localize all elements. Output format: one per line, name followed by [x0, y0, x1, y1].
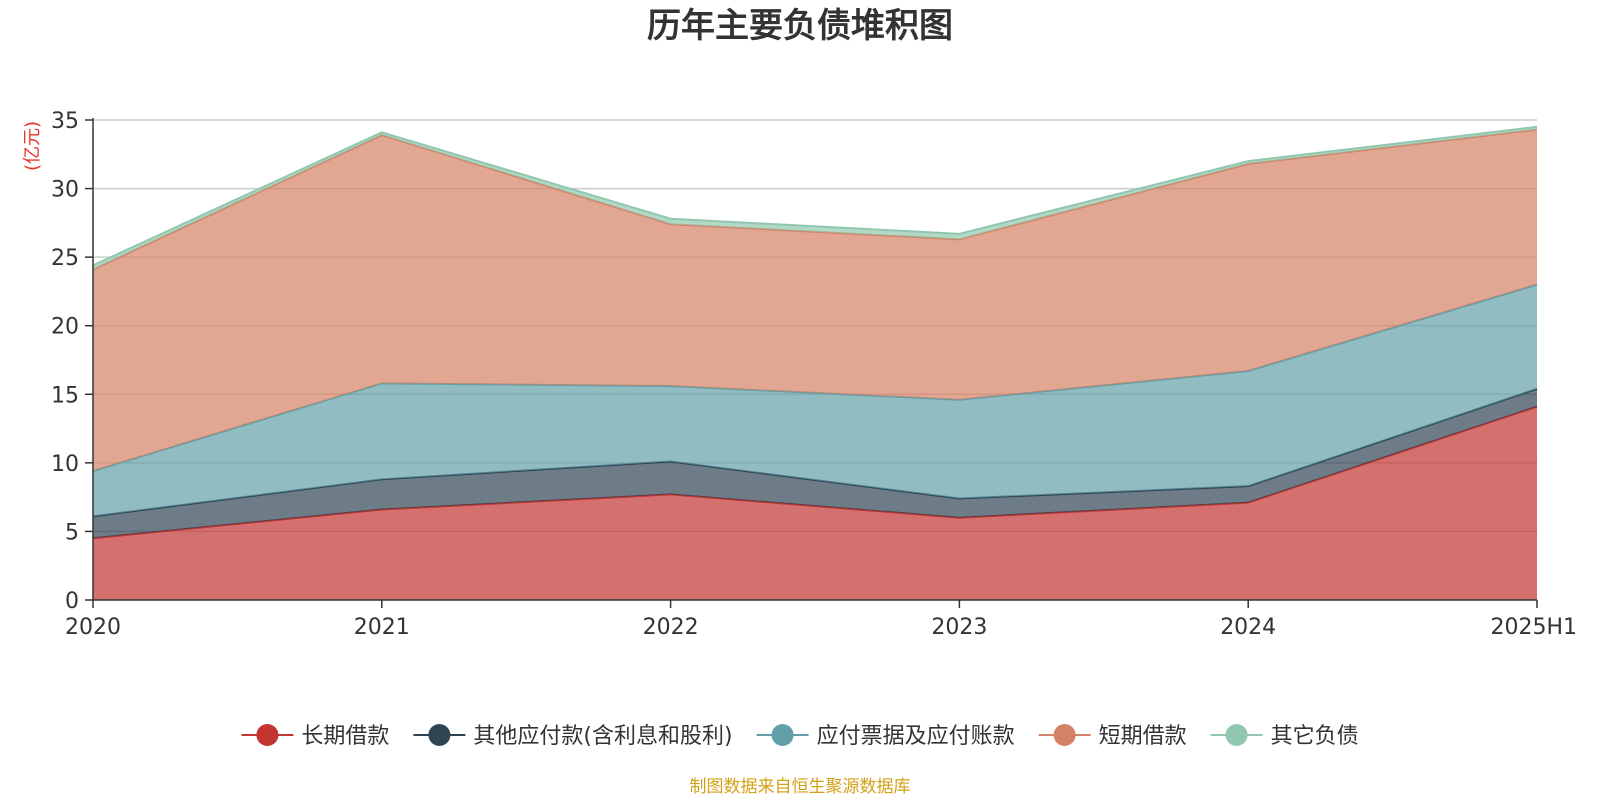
x-tick-label: 2022 — [643, 615, 699, 640]
area-series-2 — [93, 388, 1537, 539]
area-series-3 — [93, 284, 1537, 517]
chart-title: 历年主要负债堆积图 — [647, 6, 953, 46]
area-series-4 — [93, 129, 1537, 472]
legend-label: 长期借款 — [301, 724, 389, 749]
y-tick-label: 0 — [65, 589, 79, 614]
y-tick-label: 5 — [65, 520, 79, 545]
axes: 0 5 10 15 20 25 30 35 2020 2021 2022 2023 2024 2025H1 — [51, 109, 1577, 640]
x-tick-label: 2024 — [1220, 615, 1276, 640]
legend-item-2[interactable]: 其他应付款(含利息和股利) — [413, 724, 733, 749]
y-tick-label: 15 — [51, 383, 79, 408]
y-tick-label: 35 — [51, 109, 79, 134]
area-series-1 — [93, 406, 1537, 600]
legend-item-5[interactable]: 其它负债 — [1210, 724, 1359, 749]
y-tick-label: 25 — [51, 246, 79, 271]
area-series-group — [92, 125, 1538, 600]
legend-dot-marker — [1225, 724, 1248, 746]
legend-label: 其他应付款(含利息和股利) — [473, 724, 732, 749]
legend-label: 其它负债 — [1271, 724, 1359, 749]
x-tick-label: 2025H1 — [1490, 615, 1577, 640]
y-tick-label: 20 — [51, 315, 79, 340]
legend-dot-marker — [771, 724, 794, 746]
x-tick-label: 2020 — [65, 615, 121, 640]
legend[interactable]: 长期借款 其他应付款(含利息和股利) 应付票据及应付账款 短期借款 其它负债 — [241, 724, 1359, 749]
legend-label: 应付票据及应付账款 — [817, 724, 1015, 749]
source-note: 制图数据来自恒生聚源数据库 — [690, 777, 911, 797]
y-tick-label: 30 — [51, 178, 79, 203]
legend-dot-marker — [256, 724, 279, 746]
series-line-5 — [92, 125, 1538, 267]
legend-dot-marker — [428, 724, 451, 746]
y-tick-label: 10 — [51, 452, 79, 477]
series-line-4 — [92, 128, 1538, 271]
legend-item-3[interactable]: 应付票据及应付账款 — [756, 724, 1015, 749]
y-axis-unit-label: (亿元) — [22, 121, 43, 171]
legend-dot-marker — [1053, 724, 1076, 746]
legend-label: 短期借款 — [1099, 724, 1187, 749]
x-tick-label: 2021 — [354, 615, 410, 640]
legend-item-1[interactable]: 长期借款 — [241, 724, 389, 749]
x-tick-label: 2023 — [931, 615, 987, 640]
legend-item-4[interactable]: 短期借款 — [1038, 724, 1187, 749]
